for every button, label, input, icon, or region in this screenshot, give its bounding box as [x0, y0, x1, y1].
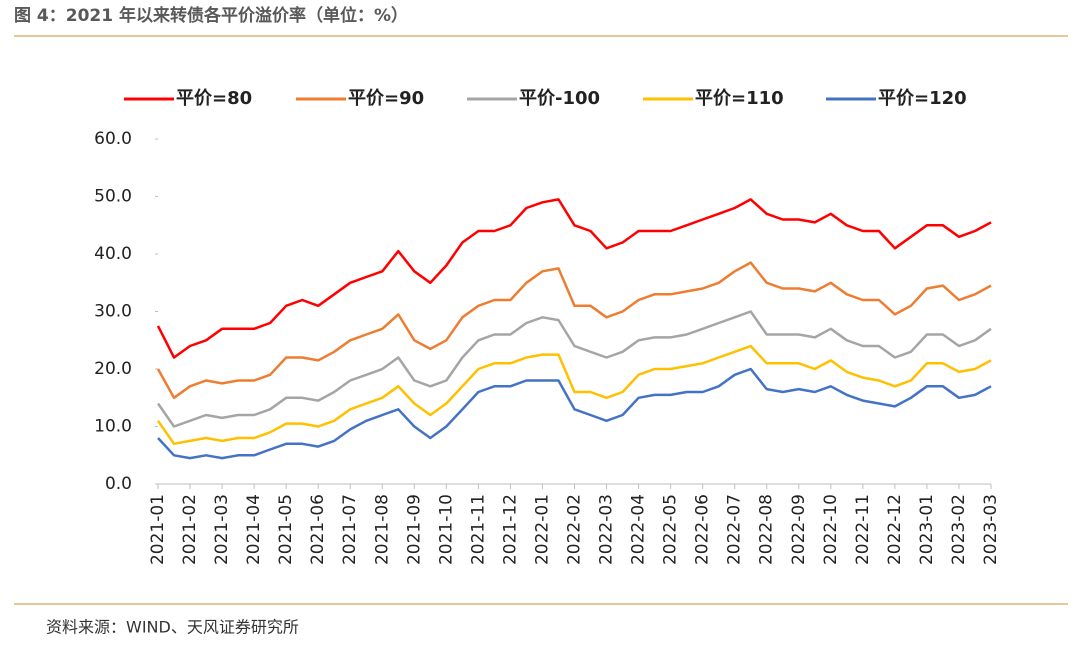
- x-tick-label: 2021-05: [276, 494, 296, 565]
- x-tick-label: 2022-10: [821, 494, 841, 565]
- x-tick-label: 2022-04: [629, 494, 649, 565]
- series-line: [156, 310, 992, 428]
- legend-label: 平价-100: [519, 88, 600, 109]
- x-tick-label: 2022-01: [532, 494, 552, 565]
- series-line: [157, 367, 992, 460]
- x-tick-label: 2022-02: [565, 494, 585, 565]
- x-tick-label: 2021-12: [500, 494, 520, 565]
- source: 资料来源：WIND、天风证券研究所: [46, 618, 299, 637]
- x-tick-label: 2022-07: [725, 494, 745, 565]
- series-line: [156, 261, 992, 400]
- y-tick-label: 30.0: [94, 302, 132, 322]
- x-tick-label: 2021-09: [404, 494, 424, 565]
- x-tick-label: 2022-05: [661, 494, 681, 565]
- x-tick-label: 2022-08: [757, 494, 777, 565]
- x-tick-label: 2022-12: [885, 494, 905, 565]
- y-tick-label: 10.0: [94, 417, 132, 437]
- legend-label: 平价=90: [348, 88, 424, 109]
- x-tick-label: 2021-06: [308, 494, 328, 565]
- x-tick-label: 2021-07: [340, 494, 360, 565]
- series-line: [156, 344, 992, 446]
- x-tick-label: 2021-11: [468, 494, 488, 565]
- x-tick-label: 2022-09: [789, 494, 809, 565]
- series-line: [156, 198, 992, 359]
- chart-title: 图 4：2021 年以来转债各平价溢价率（单位：%）: [14, 5, 408, 26]
- x-tick-label: 2023-03: [981, 494, 1001, 565]
- x-tick-label: 2021-02: [180, 494, 200, 565]
- y-tick-label: 0.0: [105, 474, 132, 494]
- y-tick-label: 40.0: [94, 244, 132, 264]
- y-tick-label: 60.0: [94, 129, 132, 149]
- x-tick-label: 2021-10: [436, 494, 456, 565]
- x-tick-label: 2022-06: [693, 494, 713, 565]
- legend-label: 平价=80: [176, 88, 252, 109]
- x-tick-label: 2021-08: [372, 494, 392, 565]
- legend-label: 平价=110: [695, 88, 784, 109]
- legend-label: 平价=120: [878, 88, 967, 109]
- x-tick-label: 2022-03: [597, 494, 617, 565]
- x-tick-label: 2023-01: [917, 494, 937, 565]
- x-tick-label: 2021-04: [244, 494, 264, 565]
- x-tick-label: 2021-01: [148, 494, 168, 565]
- x-tick-label: 2023-02: [949, 494, 969, 565]
- x-tick-label: 2021-03: [212, 494, 232, 565]
- y-tick-label: 50.0: [94, 187, 132, 207]
- x-tick-label: 2022-11: [853, 494, 873, 565]
- y-tick-label: 20.0: [94, 359, 132, 379]
